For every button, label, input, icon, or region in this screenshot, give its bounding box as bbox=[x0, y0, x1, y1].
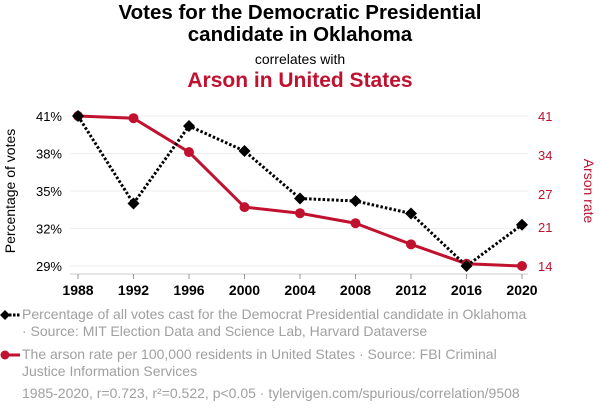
legend-key-line-circle-icon bbox=[0, 350, 20, 360]
votes-line bbox=[76, 115, 523, 268]
x-tick-label: 2000 bbox=[229, 282, 260, 298]
arson-point bbox=[184, 147, 194, 158]
gridlines bbox=[70, 115, 528, 267]
x-tick-label: 1996 bbox=[173, 282, 204, 298]
arson-point bbox=[295, 208, 305, 219]
votes-point bbox=[405, 207, 417, 220]
legend-key-dotted-diamond-icon bbox=[0, 310, 21, 320]
x-axis: 1988 1992 1996 2000 2004 2008 2012 2016 2020 bbox=[62, 273, 538, 298]
footer-stats: 1985-2020, r=0.723, r²=0.522, p<0.05 · t… bbox=[22, 385, 520, 401]
y-left-tick-label: 35% bbox=[36, 184, 62, 199]
legend-arson-line1: The arson rate per 100,000 residents in … bbox=[22, 346, 497, 362]
legend-arson-line2: Justice Information Services bbox=[22, 363, 198, 379]
legend-votes-line2: · Source: MIT Election Data and Science … bbox=[22, 323, 428, 339]
votes-point bbox=[349, 195, 362, 207]
chart-subtitle: correlates with bbox=[254, 51, 346, 67]
votes-point bbox=[183, 120, 195, 132]
chart-title: Votes for the Democratic Presidential ca… bbox=[0, 2, 600, 46]
arson-point bbox=[128, 113, 139, 124]
chart-second-title: Arson in United States bbox=[187, 69, 413, 92]
y-right-tick-label: 41 bbox=[538, 109, 552, 124]
x-tick-label: 2020 bbox=[506, 282, 537, 298]
series-arson-rate bbox=[73, 111, 527, 271]
x-tick-label: 2012 bbox=[395, 282, 426, 298]
y-axis-left-label: Percentage of votes bbox=[2, 129, 18, 254]
votes-point bbox=[516, 218, 528, 231]
y-axis-left: 41% 38% 35% 32% 29% bbox=[36, 109, 62, 274]
y-right-tick-label: 27 bbox=[538, 187, 552, 202]
arson-point bbox=[406, 239, 416, 250]
x-tick-label: 2004 bbox=[284, 282, 315, 298]
y-right-tick-label: 34 bbox=[538, 148, 552, 163]
votes-point bbox=[294, 192, 306, 205]
y-axis-right: 41 34 27 21 14 bbox=[538, 109, 552, 274]
chart-title-line1: Votes for the Democratic Presidential bbox=[118, 1, 482, 24]
arson-point bbox=[239, 202, 250, 213]
votes-point bbox=[127, 197, 140, 210]
y-right-tick-label: 14 bbox=[538, 259, 552, 274]
y-axis-right-label: Arson rate bbox=[581, 159, 597, 224]
y-left-tick-label: 41% bbox=[36, 109, 62, 124]
y-left-tick-label: 32% bbox=[36, 222, 62, 237]
x-tick-label: 1988 bbox=[62, 282, 93, 298]
legend-votes-line1: Percentage of all votes cast for the Dem… bbox=[22, 306, 527, 322]
arson-point bbox=[517, 261, 527, 271]
votes-point bbox=[460, 260, 473, 272]
votes-point bbox=[72, 110, 84, 122]
y-left-tick-label: 38% bbox=[36, 147, 62, 162]
votes-point bbox=[238, 145, 251, 157]
y-left-tick-label: 29% bbox=[36, 259, 62, 274]
y-right-tick-label: 21 bbox=[538, 220, 552, 235]
series-democratic-votes bbox=[72, 110, 528, 272]
chart-title-line2: candidate in Oklahoma bbox=[187, 23, 413, 46]
x-tick-label: 2016 bbox=[451, 282, 482, 298]
x-tick-label: 2008 bbox=[340, 282, 371, 298]
arson-point bbox=[350, 218, 361, 229]
x-tick-label: 1992 bbox=[118, 282, 149, 298]
